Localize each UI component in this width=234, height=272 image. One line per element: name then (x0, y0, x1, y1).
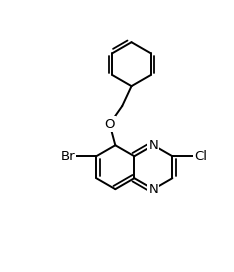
Text: N: N (149, 183, 158, 196)
Text: N: N (149, 139, 158, 152)
Text: Cl: Cl (194, 150, 207, 163)
Text: O: O (104, 118, 115, 131)
Text: Br: Br (61, 150, 75, 163)
